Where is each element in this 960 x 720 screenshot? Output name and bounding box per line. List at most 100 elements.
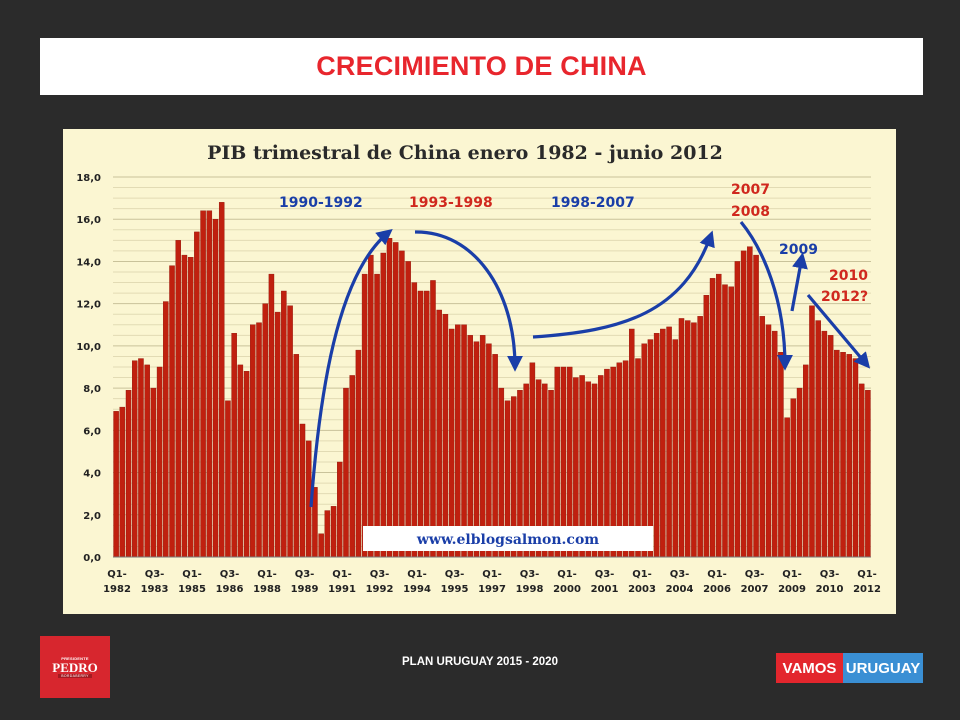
bar bbox=[169, 265, 175, 558]
footer-label: PLAN URUGUAY 2015 - 2020 bbox=[402, 656, 558, 668]
pedro-bordaberry-logo: PRESIDENTE PEDRO BORDABERRY bbox=[40, 636, 110, 698]
bar bbox=[473, 341, 480, 558]
y-tick-label: 14,0 bbox=[76, 257, 101, 268]
chart-axes: 0,0 2,0 4,0 6,0 8,0 10,0 12,0 14,0 16,0 18,0 Q1- 19… bbox=[76, 173, 881, 595]
bar bbox=[299, 423, 306, 558]
bar bbox=[368, 254, 374, 558]
x-tick-label: 1991 bbox=[328, 584, 356, 595]
bar bbox=[274, 311, 281, 558]
x-tick-label: 1994 bbox=[403, 584, 431, 595]
bar bbox=[790, 398, 797, 558]
bar bbox=[672, 339, 679, 558]
x-tick-label: 2003 bbox=[628, 584, 656, 595]
bar bbox=[722, 284, 728, 558]
bar bbox=[374, 273, 380, 558]
bar bbox=[486, 343, 492, 558]
y-tick-label: 0,0 bbox=[83, 553, 101, 564]
x-tick-label: 2010 bbox=[816, 584, 844, 595]
bar bbox=[778, 352, 784, 558]
bar bbox=[318, 533, 324, 558]
bar bbox=[386, 238, 393, 558]
chart-bars bbox=[113, 202, 871, 558]
bar bbox=[417, 290, 424, 558]
y-tick-label: 16,0 bbox=[76, 215, 101, 226]
logo-vamos-text: VAMOS bbox=[776, 653, 843, 683]
x-tick-label: 1982 bbox=[103, 584, 131, 595]
x-tick-label: Q1- bbox=[257, 569, 277, 580]
bar bbox=[337, 461, 343, 558]
x-tick-label: Q3- bbox=[520, 569, 540, 580]
bar bbox=[250, 324, 256, 558]
logo-name-text: PEDRO bbox=[52, 660, 98, 675]
bar bbox=[716, 273, 722, 558]
bar bbox=[697, 316, 703, 558]
x-tick-label: 2001 bbox=[591, 584, 619, 595]
chart-title: PIB trimestral de China enero 1982 - jun… bbox=[207, 142, 723, 164]
y-tick-label: 4,0 bbox=[83, 469, 101, 480]
x-tick-label: 2009 bbox=[778, 584, 806, 595]
x-tick-label: Q1- bbox=[182, 569, 202, 580]
x-tick-label: Q3- bbox=[295, 569, 315, 580]
bar bbox=[647, 339, 654, 558]
bar bbox=[846, 354, 853, 558]
bar bbox=[479, 335, 486, 558]
x-tick-label: Q1- bbox=[407, 569, 427, 580]
bar bbox=[461, 324, 467, 558]
bar bbox=[747, 246, 753, 558]
bar bbox=[231, 333, 237, 558]
x-tick-label: 1986 bbox=[216, 584, 244, 595]
bar bbox=[734, 261, 741, 558]
bar bbox=[684, 320, 691, 558]
bar bbox=[324, 510, 331, 558]
x-tick-label: 2012 bbox=[853, 584, 881, 595]
arrow-1998-2007 bbox=[532, 230, 715, 339]
bar bbox=[740, 250, 747, 558]
x-tick-label: 2004 bbox=[666, 584, 694, 595]
x-tick-label: 1995 bbox=[441, 584, 469, 595]
bar bbox=[691, 322, 697, 558]
x-tick-label: 1998 bbox=[516, 584, 544, 595]
bar bbox=[187, 257, 194, 558]
bar bbox=[809, 305, 815, 558]
bar bbox=[455, 324, 461, 558]
bar bbox=[144, 364, 150, 558]
bar bbox=[218, 202, 225, 558]
bar bbox=[392, 242, 399, 558]
bar bbox=[119, 406, 126, 558]
bar bbox=[355, 349, 362, 558]
bar bbox=[796, 387, 803, 558]
bar bbox=[784, 417, 790, 558]
bar bbox=[728, 286, 734, 558]
bar bbox=[653, 333, 660, 558]
bar bbox=[442, 314, 449, 558]
bar bbox=[138, 358, 144, 558]
bar bbox=[200, 210, 206, 558]
bar bbox=[330, 506, 337, 558]
bar bbox=[361, 273, 368, 558]
watermark-background bbox=[363, 526, 653, 551]
bar bbox=[678, 318, 685, 558]
annotation-1990-1992: 1990-1992 bbox=[279, 195, 363, 211]
x-tick-label: Q3- bbox=[595, 569, 615, 580]
x-tick-label: Q3- bbox=[670, 569, 690, 580]
x-tick-label: 1992 bbox=[366, 584, 394, 595]
x-tick-label: 2007 bbox=[741, 584, 769, 595]
annotation-2012q: 2012? bbox=[821, 289, 868, 305]
bar bbox=[293, 354, 300, 558]
annotation-2009: 2009 bbox=[779, 242, 818, 258]
bar bbox=[343, 387, 349, 558]
x-tick-label: Q1- bbox=[632, 569, 652, 580]
bar bbox=[262, 303, 268, 558]
arrow-2010-2012 bbox=[806, 293, 871, 369]
bar bbox=[448, 328, 455, 558]
logo-bottom-text: BORDABERRY bbox=[58, 674, 92, 678]
bar bbox=[380, 252, 387, 558]
bar bbox=[753, 254, 759, 558]
bar bbox=[349, 375, 355, 558]
x-tick-label: Q1- bbox=[557, 569, 577, 580]
bar bbox=[287, 305, 293, 558]
arrow-2008 bbox=[739, 220, 793, 371]
watermark-box: www.elblogsalmon.com bbox=[363, 526, 653, 551]
bar bbox=[256, 322, 262, 558]
x-tick-label: Q3- bbox=[745, 569, 765, 580]
